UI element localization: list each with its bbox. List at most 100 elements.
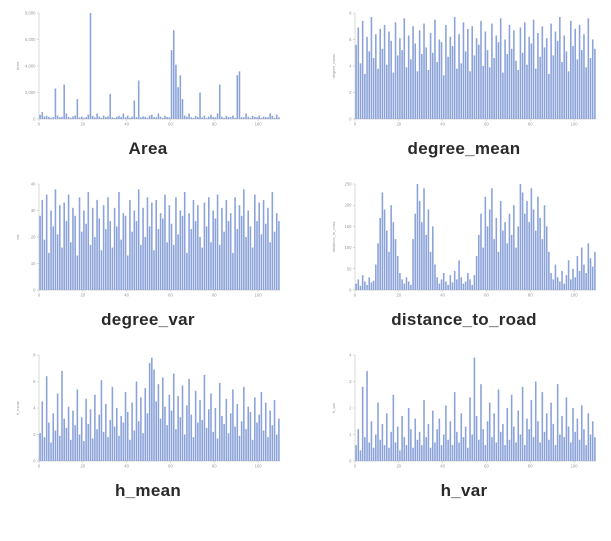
bar [425,47,427,120]
bar [486,226,489,290]
bar [89,13,92,119]
bar [153,369,155,461]
bar [475,415,478,461]
bar [133,210,136,290]
bar [488,67,491,119]
bar [587,18,590,119]
bar [67,194,70,290]
bar [212,117,214,119]
bar [129,439,131,461]
bar [61,370,63,461]
bar [431,226,434,290]
bar [589,58,592,119]
bar [491,23,493,119]
bar [236,229,239,290]
bar [205,427,208,461]
bar [122,213,125,290]
bar [218,244,221,290]
bar [578,270,581,290]
bar [192,437,195,461]
bar [247,210,250,290]
bar [271,425,274,461]
bar [451,46,454,119]
bar [208,116,210,119]
bar [161,218,164,290]
bar [264,223,267,290]
bar [506,408,509,461]
bar [515,60,517,119]
bar [559,16,561,119]
bar [120,239,122,290]
bar [469,279,471,290]
bar [442,434,445,461]
bar [530,188,533,290]
bar [556,40,559,120]
bar [78,117,81,119]
bar [379,28,381,119]
bar [273,117,276,119]
bar [100,380,103,461]
bar [576,418,579,461]
x-tick-label: 40 [124,464,129,469]
bar [390,40,392,120]
bar [438,283,441,290]
bar [464,51,467,119]
bar [591,266,594,290]
bar [396,55,399,119]
bar [124,392,127,461]
bar [530,43,533,119]
bar [390,205,392,290]
bar [131,116,133,119]
y-axis-title: h_mean [15,401,20,415]
bar [554,31,557,119]
bar [194,115,197,119]
bar [556,384,559,461]
bar [258,115,260,119]
bar [427,209,430,290]
bar [574,277,576,290]
bar [364,281,366,290]
bar [517,226,520,290]
bar [115,408,118,461]
bar [153,250,155,290]
bar [208,409,210,461]
bar [166,117,168,119]
bar [96,199,98,290]
bar [458,260,460,290]
y-tick-label: 4 [349,353,352,358]
bar [109,93,111,119]
bar [105,229,107,290]
bar [482,429,484,461]
bar [129,199,131,290]
bar [63,202,65,290]
bar [410,429,412,461]
bar [366,284,368,290]
y-tick-label: 150 [345,224,353,229]
bar [543,47,546,120]
bar [431,52,434,119]
bar [129,117,131,119]
bar [126,115,129,119]
bar [484,31,487,119]
bar [179,417,182,461]
bar [440,42,443,119]
bar [227,117,230,119]
bar [563,35,566,119]
bar [548,73,550,119]
bar [405,67,408,119]
bar [554,264,557,290]
bar [140,117,142,119]
x-tick-label: 0 [38,293,41,298]
bar [565,275,568,290]
bar [532,19,535,119]
bar [94,394,96,461]
bar [216,113,219,119]
bar [475,38,478,119]
bar [477,234,480,290]
bar [278,221,280,290]
bar [570,442,572,461]
bar [210,114,212,119]
bar [563,283,566,290]
bar [488,209,491,290]
bar [361,386,364,461]
